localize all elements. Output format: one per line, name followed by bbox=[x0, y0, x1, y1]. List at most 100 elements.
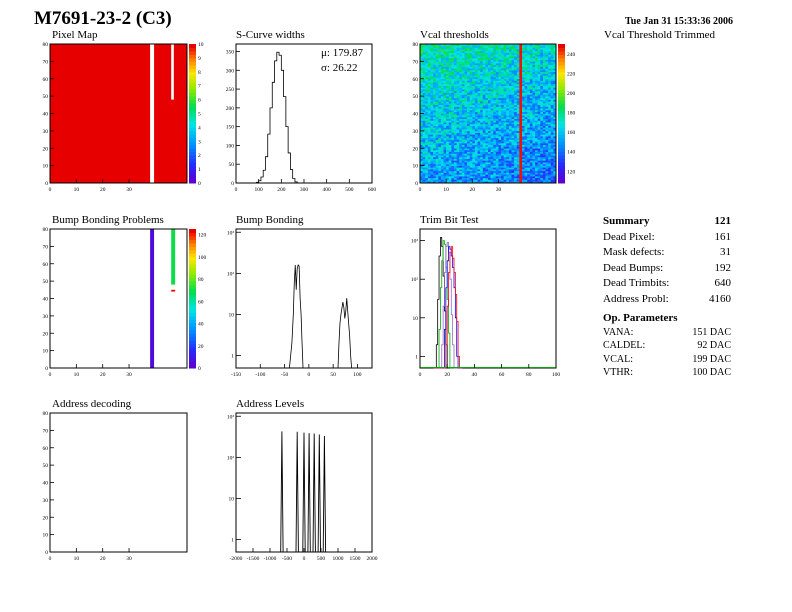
vcal-cell bbox=[537, 96, 541, 99]
vcal-cell bbox=[485, 68, 489, 71]
vcal-cell bbox=[435, 47, 439, 50]
vcal-cell bbox=[498, 108, 502, 111]
bump-problems-colorbar-label: 0 bbox=[198, 366, 201, 372]
vcal-cell bbox=[522, 158, 525, 161]
vcal-cell bbox=[542, 115, 546, 118]
vcal-cell bbox=[480, 85, 484, 88]
vcal-cell bbox=[430, 115, 434, 118]
vcal-cell bbox=[454, 89, 457, 92]
vcal-cell bbox=[519, 54, 523, 57]
vcal-cell bbox=[498, 123, 502, 126]
vcal-cell bbox=[477, 49, 481, 52]
vcal-cell bbox=[545, 77, 549, 80]
vcal-cell bbox=[519, 47, 523, 50]
vcal-cell bbox=[451, 57, 455, 60]
vcal-cell bbox=[438, 78, 442, 81]
vcal-cell bbox=[550, 127, 554, 130]
vcal-cell bbox=[553, 130, 557, 133]
vcal-cell bbox=[480, 96, 484, 99]
vcal-cell bbox=[553, 156, 557, 159]
vcal-cell bbox=[550, 144, 554, 147]
vcal-cell bbox=[480, 110, 484, 113]
vcal-cell bbox=[527, 153, 531, 156]
vcal-cell bbox=[506, 85, 510, 88]
vcal-cell bbox=[443, 181, 447, 184]
vcal-cell bbox=[482, 71, 486, 74]
vcal-cell bbox=[553, 44, 557, 47]
vcal-cell bbox=[532, 92, 536, 95]
vcal-cell bbox=[446, 116, 450, 120]
vcal-cell bbox=[472, 116, 476, 120]
vcal-cell bbox=[490, 78, 494, 81]
vcal-cell bbox=[495, 120, 499, 123]
vcal-cell bbox=[493, 45, 497, 48]
vcal-cell bbox=[435, 160, 439, 163]
scurve-y-tick-label: 0 bbox=[231, 181, 234, 187]
vcal-cell bbox=[550, 143, 554, 146]
vcal-cell bbox=[532, 80, 536, 83]
vcal-cell bbox=[508, 111, 512, 114]
vcal-cell bbox=[490, 170, 494, 173]
vcal-cell bbox=[482, 130, 486, 133]
vcal-cell bbox=[527, 130, 531, 133]
vcal-cell bbox=[459, 45, 463, 48]
vcal-cell bbox=[480, 78, 484, 81]
vcal-cell bbox=[480, 61, 484, 64]
vcal-cell bbox=[514, 115, 518, 118]
vcal-cell bbox=[433, 125, 436, 128]
pixel-map-dead-segment bbox=[171, 44, 174, 100]
vcal-cell bbox=[482, 177, 486, 180]
vcal-cell bbox=[501, 169, 504, 172]
vcal-cell bbox=[501, 97, 504, 100]
vcal-cell bbox=[477, 181, 481, 184]
vcal-cell bbox=[495, 181, 499, 184]
op-label: VANA: bbox=[603, 326, 634, 338]
vcal-cell bbox=[454, 106, 457, 109]
vcal-cell bbox=[508, 144, 512, 147]
vcal-cell bbox=[456, 174, 460, 177]
vcal-cell bbox=[430, 165, 434, 168]
bump-problems-colorbar-cell bbox=[189, 361, 196, 366]
vcal-cell bbox=[493, 44, 497, 47]
vcal-cell bbox=[472, 92, 476, 95]
vcal-cell bbox=[498, 151, 502, 154]
bump-problems-colorbar-cell bbox=[189, 232, 196, 237]
vcal-cell bbox=[498, 61, 502, 64]
vcal-cell bbox=[472, 134, 476, 137]
vcal-cell bbox=[498, 87, 502, 90]
vcal-cell bbox=[514, 63, 518, 66]
vcal-cell bbox=[472, 132, 476, 135]
vcal-cell bbox=[443, 174, 447, 177]
vcal-cell bbox=[480, 146, 484, 149]
vcal-cell bbox=[519, 115, 523, 118]
vcal-cell bbox=[433, 68, 436, 71]
vcal-cell bbox=[493, 163, 497, 166]
vcal-cell bbox=[522, 52, 525, 55]
vcal-cell bbox=[524, 56, 528, 59]
vcal-cell bbox=[537, 94, 541, 97]
vcal-cell bbox=[540, 110, 544, 113]
vcal-cell bbox=[519, 156, 523, 159]
vcal-cell bbox=[548, 92, 552, 95]
vcal-cell bbox=[542, 136, 546, 139]
vcal-cell bbox=[524, 156, 528, 159]
vcal-cell bbox=[488, 106, 491, 109]
vcal-cell bbox=[540, 80, 544, 83]
vcal-cell bbox=[537, 50, 541, 53]
vcal-cell bbox=[472, 56, 476, 59]
vcal-cell bbox=[550, 97, 554, 100]
vcal-cell bbox=[446, 120, 450, 123]
vcal-cell bbox=[433, 99, 436, 102]
vcal-cell bbox=[461, 97, 465, 100]
vcal-cell bbox=[454, 179, 457, 182]
vcal-cell bbox=[485, 181, 489, 184]
vcal-cell bbox=[448, 73, 452, 76]
vcal-cell bbox=[469, 137, 473, 140]
vcal-cell bbox=[506, 61, 510, 64]
vcal-cell bbox=[537, 61, 541, 64]
vcal-cell bbox=[480, 89, 484, 92]
vcal-cell bbox=[519, 89, 523, 92]
vcal-cell bbox=[498, 139, 502, 142]
vcal-cell bbox=[425, 165, 429, 168]
vcal-cell bbox=[446, 82, 450, 85]
